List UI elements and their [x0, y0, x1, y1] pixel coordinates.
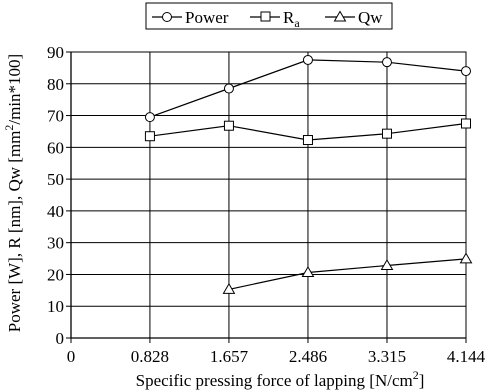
y-tick-labels: 0 10 20 30 40 50 60 70 80 90: [47, 43, 64, 348]
y-tick-label: 80: [47, 75, 64, 94]
series-line-2: [228, 258, 467, 290]
y-axis-title: Power [W], R [nm], Qw [mm2/min*100]: [2, 54, 24, 332]
data-point-square: [461, 118, 471, 129]
x-tick-label: 1.657: [210, 347, 249, 366]
y-tick-label: 20: [47, 265, 64, 284]
legend-label-qw: Qw: [358, 8, 383, 27]
data-point-square: [381, 128, 392, 139]
y-tick-label: 50: [47, 170, 64, 189]
data-point-square: [144, 131, 155, 142]
x-tick-label: 0: [67, 347, 76, 366]
data-point-square: [223, 120, 234, 131]
legend-label-ra: R: [283, 8, 295, 27]
data-point-triangle: [301, 266, 315, 278]
legend-triangle-marker: [333, 10, 347, 22]
legend-circle-marker: [162, 12, 172, 22]
x-tick-labels: 0 0.828 1.657 2.486 3.315 4.144: [67, 347, 486, 366]
y-tick-label: 10: [47, 297, 64, 316]
x-axis-title: Specific pressing force of lapping [N/cm…: [136, 368, 425, 390]
data-point-circle: [144, 112, 155, 123]
x-tick-label: 3.315: [368, 347, 406, 366]
data-point-triangle: [380, 259, 394, 271]
data-point-triangle: [459, 252, 473, 264]
data-point-circle: [302, 54, 313, 65]
x-tick-label: 0.828: [131, 347, 169, 366]
data-point-triangle: [222, 282, 236, 294]
legend-square-marker: [260, 11, 271, 22]
axes: [66, 51, 467, 343]
legend: Power Ra Qw: [145, 2, 393, 30]
legend-label-power: Power: [185, 8, 229, 27]
y-tick-label: 30: [47, 234, 64, 253]
legend-item-power: Power: [152, 8, 229, 27]
y-tick-label: 60: [47, 138, 64, 157]
y-tick-label: 90: [47, 43, 64, 62]
y-tick-label: 40: [47, 202, 64, 221]
y-tick-label: 0: [56, 329, 65, 348]
x-tick-label: 4.144: [447, 347, 486, 366]
legend-item-qw: Qw: [325, 8, 383, 27]
data-point-circle: [223, 83, 234, 94]
legend-item-ra: Ra: [250, 8, 300, 30]
data-point-circle: [461, 66, 471, 77]
legend-label-ra-sub: a: [294, 16, 300, 30]
y-tick-label: 70: [47, 107, 64, 126]
plot-frame: [70, 51, 467, 339]
data-point-circle: [381, 57, 392, 68]
svg-text:Ra: Ra: [283, 8, 300, 30]
grid: [70, 51, 467, 339]
x-tick-label: 2.486: [289, 347, 327, 366]
series-markers: [144, 54, 473, 294]
data-point-square: [302, 135, 313, 146]
